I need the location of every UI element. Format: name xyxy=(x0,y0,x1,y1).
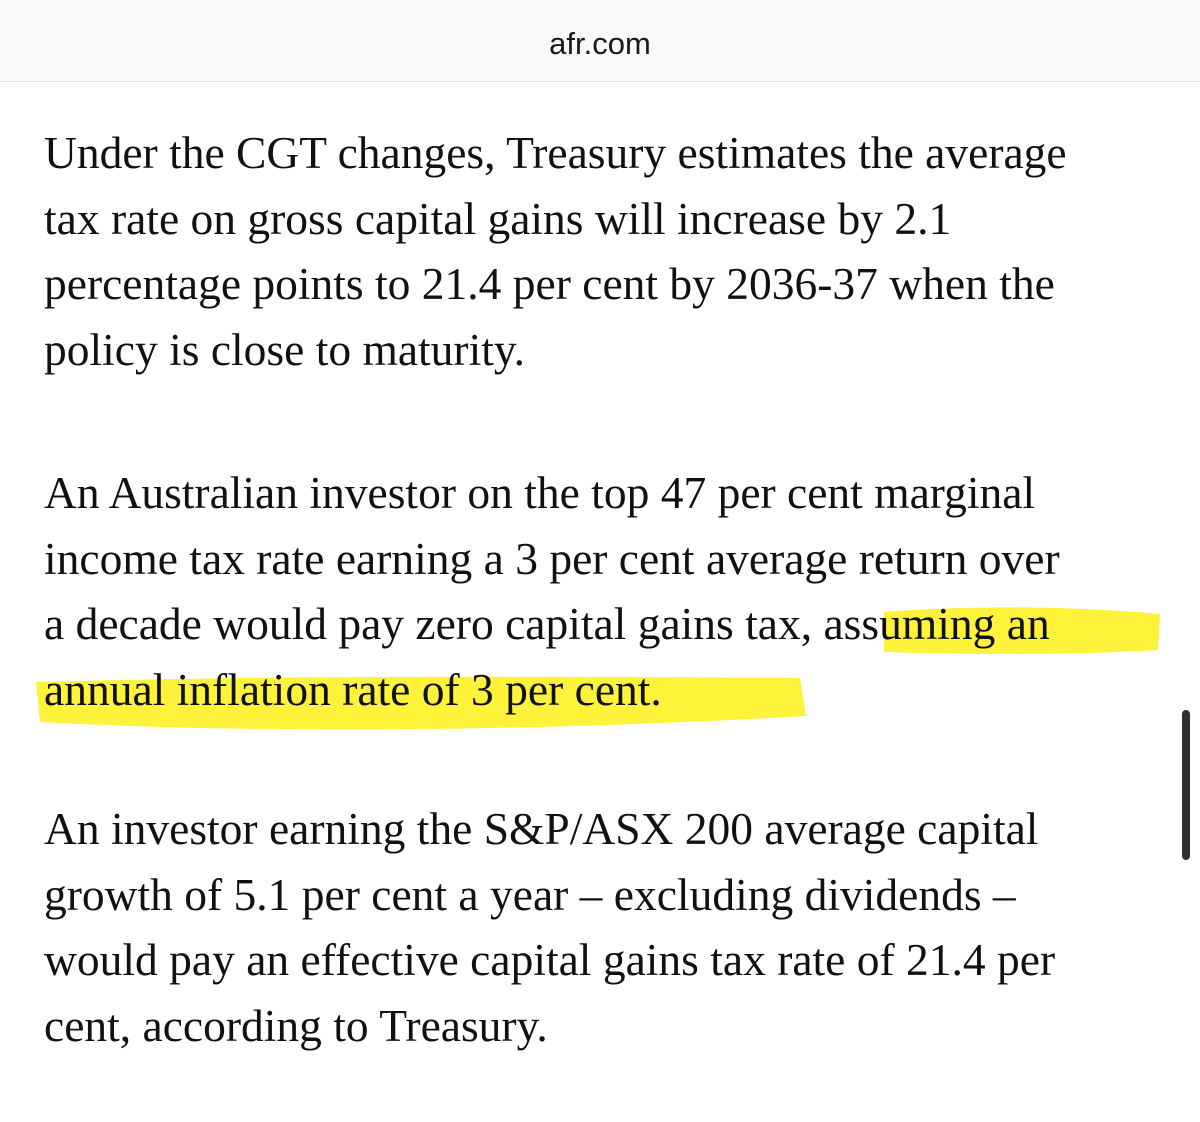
paragraph-line: cent, according to Treasury. xyxy=(44,999,548,1051)
paragraph-line: would pay an effective capital gains tax… xyxy=(44,934,1056,985)
paragraph-line: policy is close to maturity. xyxy=(44,323,526,375)
paragraph-line: growth of 5.1 per cent a year – excludin… xyxy=(44,868,1016,920)
paragraph-line: income tax rate earning a 3 per cent ave… xyxy=(44,532,1060,584)
url-text[interactable]: afr.com xyxy=(549,26,651,61)
paragraph-line: An investor earning the S&P/ASX 200 aver… xyxy=(44,803,1039,854)
plain-text: a decade would pay zero capital gains ta… xyxy=(44,598,844,649)
paragraph-line: tax rate on gross capital gains will inc… xyxy=(44,192,952,244)
address-bar[interactable]: afr.com xyxy=(0,0,1200,82)
paragraph-2: An Australian investor on the top 47 per… xyxy=(44,460,1164,722)
highlighted-line: annual inflation rate of 3 per cent. xyxy=(44,663,662,715)
paragraph-3: An investor earning the S&P/ASX 200 aver… xyxy=(44,796,1164,1058)
paragraph-line: An Australian investor on the top 47 per… xyxy=(44,467,1036,518)
highlighted-text: ssuming an xyxy=(843,598,1050,649)
paragraph-1: Under the CGT changes, Treasury estimate… xyxy=(44,120,1164,382)
paragraph-line: Under the CGT changes, Treasury estimate… xyxy=(44,127,1067,178)
paragraph-line: a decade would pay zero capital gains ta… xyxy=(44,591,1164,657)
scrollbar-thumb[interactable] xyxy=(1182,710,1190,860)
paragraph-line: percentage points to 21.4 per cent by 20… xyxy=(44,258,1055,309)
